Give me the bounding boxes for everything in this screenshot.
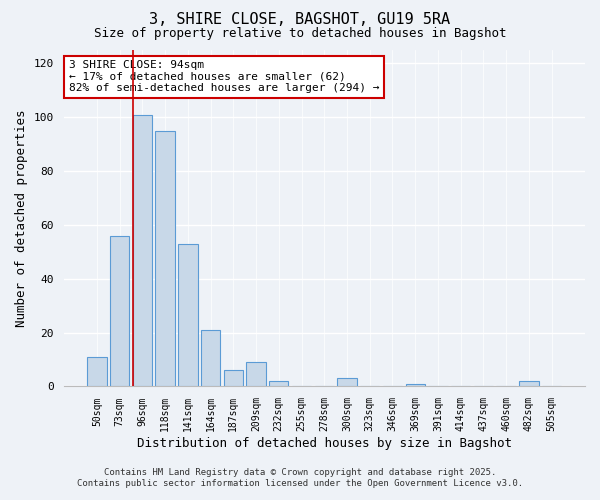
Bar <box>269 381 289 386</box>
Bar <box>224 370 243 386</box>
Bar <box>247 362 266 386</box>
Text: 3, SHIRE CLOSE, BAGSHOT, GU19 5RA: 3, SHIRE CLOSE, BAGSHOT, GU19 5RA <box>149 12 451 28</box>
Text: 3 SHIRE CLOSE: 94sqm
← 17% of detached houses are smaller (62)
82% of semi-detac: 3 SHIRE CLOSE: 94sqm ← 17% of detached h… <box>69 60 379 94</box>
Bar <box>178 244 197 386</box>
Text: Contains HM Land Registry data © Crown copyright and database right 2025.
Contai: Contains HM Land Registry data © Crown c… <box>77 468 523 487</box>
Bar <box>87 357 107 386</box>
Bar <box>406 384 425 386</box>
Bar <box>519 381 539 386</box>
Bar <box>110 236 129 386</box>
Text: Size of property relative to detached houses in Bagshot: Size of property relative to detached ho… <box>94 28 506 40</box>
Bar <box>133 114 152 386</box>
Y-axis label: Number of detached properties: Number of detached properties <box>15 110 28 327</box>
Bar <box>337 378 356 386</box>
X-axis label: Distribution of detached houses by size in Bagshot: Distribution of detached houses by size … <box>137 437 512 450</box>
Bar <box>155 131 175 386</box>
Bar <box>201 330 220 386</box>
